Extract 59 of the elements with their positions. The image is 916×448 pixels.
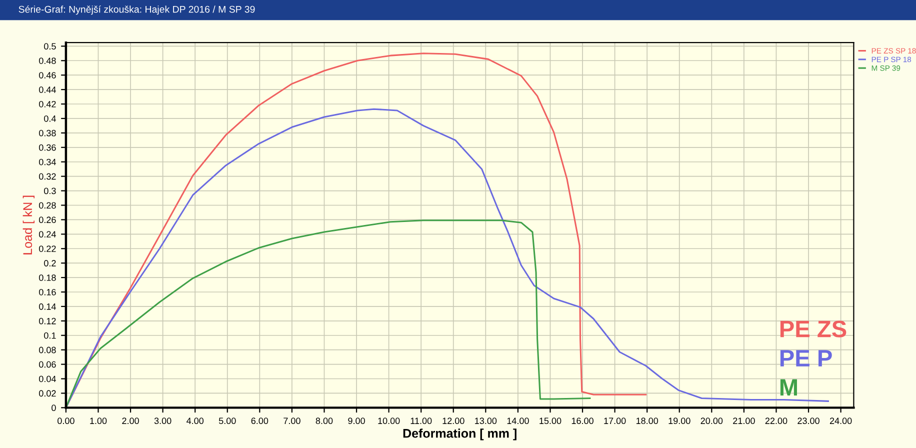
y-tick-label: 0.24 — [39, 231, 56, 238]
line-series — [66, 220, 591, 408]
x-tick-label: 0.00 — [58, 418, 74, 424]
x-tick-label: 4.00 — [186, 418, 204, 424]
x-tick-label: 5.00 — [218, 418, 236, 424]
x-tick-label: 12.00 — [442, 418, 464, 424]
line-series — [66, 52, 647, 408]
annotation: M — [780, 379, 797, 396]
y-axis-title: Load [ kN ] — [22, 196, 34, 254]
x-tick-label: 23.00 — [798, 418, 820, 424]
x-tick-label: 11.00 — [410, 418, 432, 424]
y-tick-label: 0.44 — [39, 86, 56, 93]
y-tick-label: 0.48 — [39, 58, 56, 64]
y-tick-label: 0.12 — [39, 318, 56, 324]
x-tick-label: 15.00 — [540, 418, 562, 424]
y-tick-label: 0.2 — [44, 260, 56, 266]
y-tick-label: 0.18 — [39, 274, 56, 281]
y-tick-label: 0.34 — [39, 158, 56, 166]
y-tick-label: 0.16 — [39, 288, 56, 296]
x-axis-title: Deformation [ mm ] — [403, 428, 516, 440]
x-tick-label: 10.00 — [378, 418, 400, 424]
x-tick-label: 16.00 — [572, 418, 594, 424]
y-tick-label: 0 — [52, 404, 56, 412]
y-tick-label: 0.06 — [39, 361, 56, 368]
x-tick-label: 6.00 — [251, 418, 268, 424]
y-tick-label: 0.26 — [39, 216, 56, 224]
y-tick-label: 0.3 — [44, 188, 56, 194]
x-tick-label: 18.00 — [636, 418, 658, 424]
x-tick-label: 8.00 — [316, 418, 333, 424]
y-tick-label: 0.42 — [39, 100, 56, 108]
y-tick-label: 0.22 — [39, 246, 56, 252]
x-tick-label: 13.00 — [475, 418, 497, 424]
y-tick-label: 0.28 — [39, 202, 56, 209]
y-tick-label: 0.5 — [44, 43, 56, 50]
y-tick-label: 0.38 — [39, 130, 56, 136]
y-tick-label: 0.14 — [39, 303, 56, 310]
y-tick-label: 0.08 — [39, 346, 56, 354]
x-tick-label: 3.00 — [154, 418, 172, 424]
y-tick-label: 0.46 — [39, 72, 56, 78]
x-tick-label: 1.00 — [90, 418, 107, 424]
x-tick-label: 21.00 — [733, 418, 755, 424]
x-tick-label: 22.00 — [765, 418, 788, 424]
y-tick-label: 0.4 — [44, 115, 56, 122]
y-tick-label: 0.1 — [44, 332, 56, 339]
x-tick-label: 17.00 — [604, 418, 626, 424]
x-tick-label: 20.00 — [700, 418, 723, 424]
y-tick-label: 0.04 — [39, 376, 56, 382]
y-tick-label: 0.32 — [39, 173, 56, 180]
x-tick-label: 14.00 — [507, 418, 529, 424]
x-tick-label: 9.00 — [348, 418, 365, 424]
y-tick-label: 0.02 — [39, 390, 56, 397]
x-tick-label: 24.00 — [830, 418, 852, 424]
annotation: PE ZS — [780, 320, 846, 338]
annotation: PE P — [780, 350, 832, 366]
x-tick-label: 7.00 — [284, 418, 300, 424]
chart-title: Série-Graf: Nynější zkouška: Hajek DP 2016 / M SP 39 — [18, 5, 255, 15]
x-tick-label: 2.00 — [122, 418, 139, 424]
x-tick-label: 19.00 — [668, 418, 690, 424]
y-tick-label: 0.36 — [39, 144, 56, 151]
